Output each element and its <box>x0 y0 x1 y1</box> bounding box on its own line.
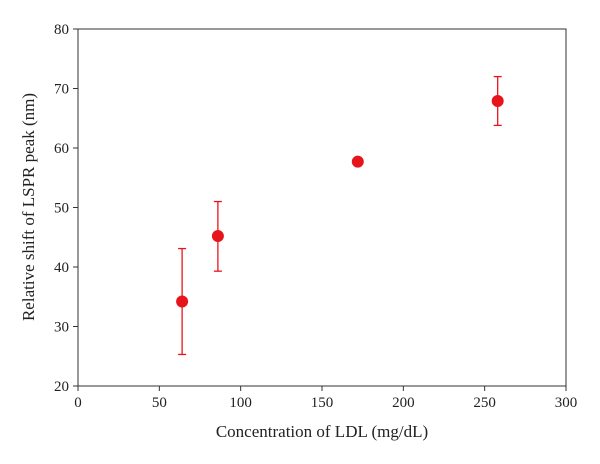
x-tick-label: 0 <box>74 395 82 411</box>
x-tick-label: 100 <box>229 395 252 411</box>
x-tick-label: 250 <box>473 395 496 411</box>
x-tick-label: 300 <box>555 395 578 411</box>
y-tick-label: 70 <box>54 82 69 98</box>
y-tick-label: 60 <box>54 141 69 157</box>
data-point <box>491 94 504 107</box>
x-axis: 0 50 100 150 200 250 300 <box>74 386 577 411</box>
x-axis-title: Concentration of LDL (mg/dL) <box>216 422 428 441</box>
y-tick-label: 40 <box>54 260 69 276</box>
x-tick-label: 200 <box>392 395 415 411</box>
data-point <box>211 230 224 243</box>
y-tick-label: 20 <box>54 379 69 395</box>
y-axis-title: Relative shift of LSPR peak (nm) <box>19 93 38 321</box>
y-axis: 20 30 40 50 60 70 80 <box>54 22 78 395</box>
data-series <box>176 75 504 356</box>
plot-frame <box>77 28 567 387</box>
y-tick-label: 30 <box>54 320 69 336</box>
x-tick-label: 50 <box>152 395 167 411</box>
y-tick-label: 80 <box>54 22 69 38</box>
y-tick-label: 50 <box>54 201 69 217</box>
x-tick-label: 150 <box>311 395 334 411</box>
data-point <box>351 155 364 168</box>
data-point <box>176 295 189 308</box>
